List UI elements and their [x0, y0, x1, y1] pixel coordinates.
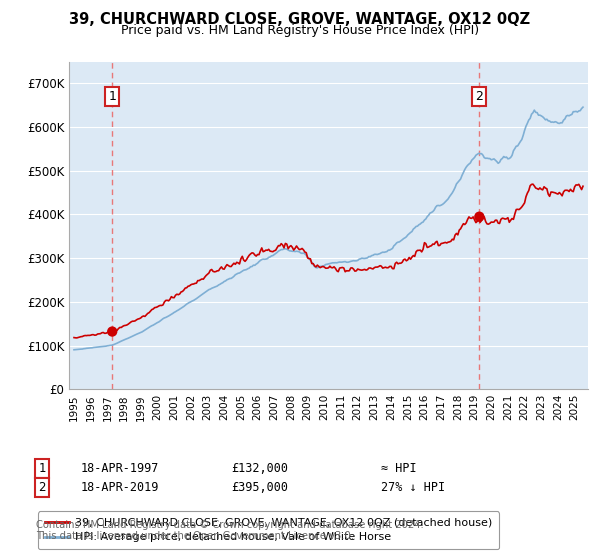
Text: Price paid vs. HM Land Registry's House Price Index (HPI): Price paid vs. HM Land Registry's House … [121, 24, 479, 36]
Text: 27% ↓ HPI: 27% ↓ HPI [381, 480, 445, 494]
Text: £132,000: £132,000 [231, 462, 288, 475]
Text: 2: 2 [475, 90, 483, 103]
Text: 18-APR-2019: 18-APR-2019 [81, 480, 160, 494]
Text: 39, CHURCHWARD CLOSE, GROVE, WANTAGE, OX12 0QZ: 39, CHURCHWARD CLOSE, GROVE, WANTAGE, OX… [70, 12, 530, 27]
Text: 1: 1 [38, 462, 46, 475]
Text: 18-APR-1997: 18-APR-1997 [81, 462, 160, 475]
Legend: 39, CHURCHWARD CLOSE, GROVE, WANTAGE, OX12 0QZ (detached house), HPI: Average pr: 39, CHURCHWARD CLOSE, GROVE, WANTAGE, OX… [38, 511, 499, 549]
Text: ≈ HPI: ≈ HPI [381, 462, 416, 475]
Text: £395,000: £395,000 [231, 480, 288, 494]
Text: 2: 2 [38, 480, 46, 494]
Text: Contains HM Land Registry data © Crown copyright and database right 2024.
This d: Contains HM Land Registry data © Crown c… [36, 520, 424, 542]
Point [475, 212, 484, 221]
Text: 1: 1 [108, 90, 116, 103]
Point [107, 327, 117, 336]
